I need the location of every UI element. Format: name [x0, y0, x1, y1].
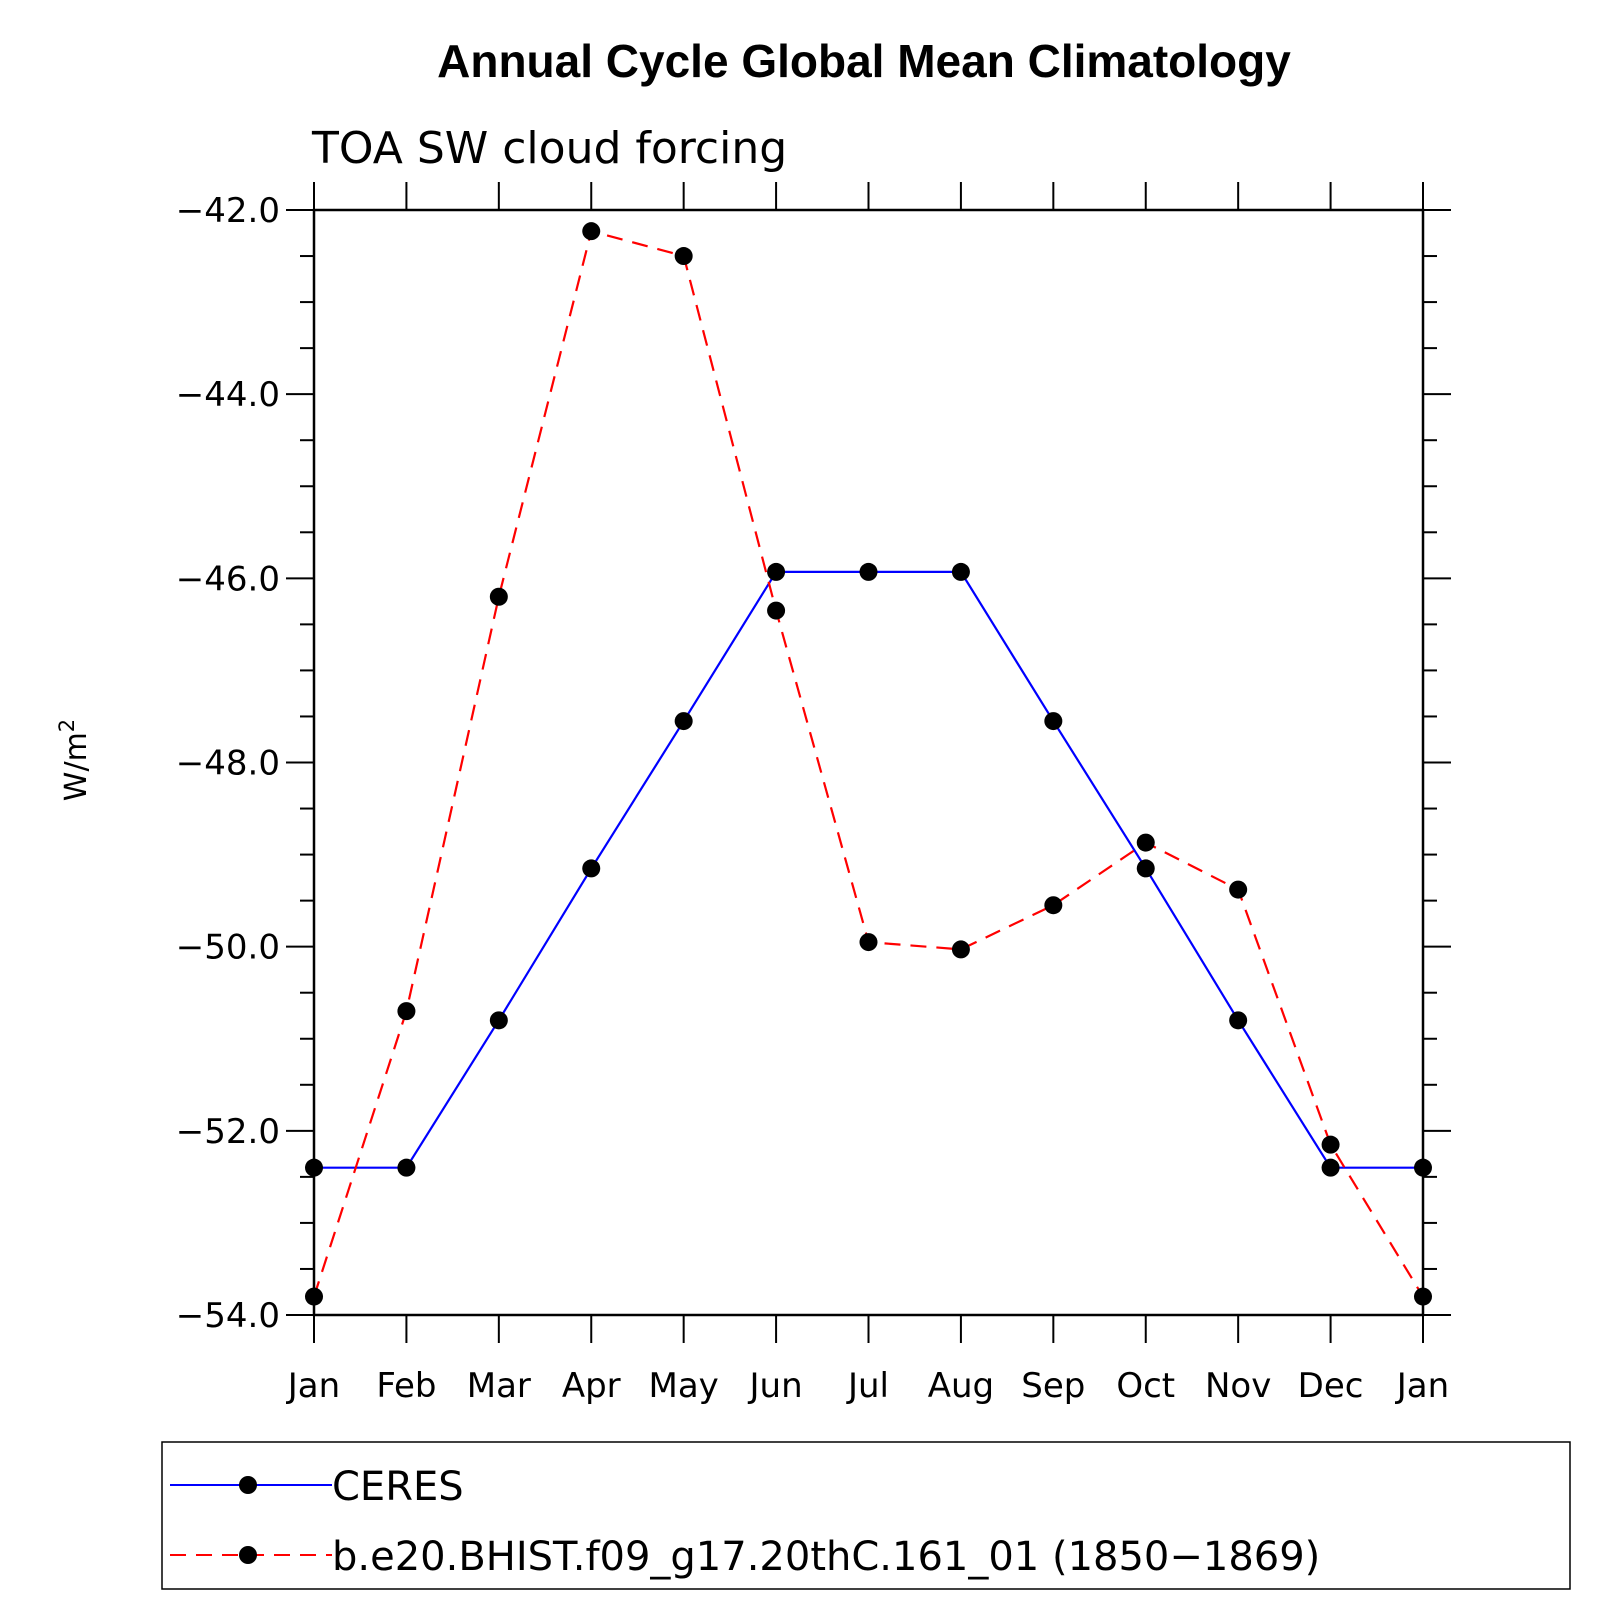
y-tick-label: −46.0 [176, 559, 280, 599]
x-tick-label: Mar [467, 1366, 531, 1406]
series-1-point [582, 222, 601, 241]
legend-box [161, 1441, 1571, 1590]
series-group [305, 222, 1432, 1306]
series-0-point [859, 562, 878, 581]
x-tick-label: Aug [928, 1366, 994, 1406]
series-0-point [1229, 1011, 1248, 1030]
series-0-point [1414, 1158, 1432, 1177]
y-tick-label: −54.0 [176, 1296, 280, 1336]
series-1-point [1136, 833, 1155, 852]
series-1-point [489, 587, 508, 606]
legend-marker-ceres [239, 1476, 257, 1494]
plot-frame [312, 208, 1425, 1317]
series-0-point [582, 859, 601, 878]
y-tick-label: −48.0 [176, 744, 280, 784]
legend-entry-ceres: CERES [170, 1464, 464, 1510]
y-tick-label: −52.0 [176, 1112, 280, 1152]
series-1-point [1414, 1287, 1432, 1306]
x-tick-label: Nov [1205, 1366, 1271, 1406]
series-1-point [674, 247, 693, 266]
x-tick-label: Apr [562, 1366, 621, 1406]
series-0-point [397, 1158, 416, 1177]
x-tick-label: Dec [1298, 1366, 1364, 1406]
series-0-point [489, 1011, 508, 1030]
y-axis-label: W/m2 [55, 719, 94, 801]
y-tick-label: −44.0 [176, 375, 280, 415]
series-1-point [951, 940, 970, 959]
x-tick-label: Jul [846, 1366, 889, 1406]
series-line-1 [312, 229, 1424, 1298]
series-line-0 [314, 570, 1423, 1169]
legend-marker-model [239, 1546, 257, 1564]
y-tick-label: −50.0 [176, 928, 280, 968]
x-tick-label: Jun [748, 1366, 803, 1406]
x-tick-label: Jan [286, 1366, 340, 1406]
chart-title: Annual Cycle Global Mean Climatology [437, 35, 1291, 87]
legend-label-ceres: CERES [332, 1464, 464, 1510]
legend-entry-model: b.e20.BHIST.f09_g17.20thC.161_01 (1850−1… [170, 1534, 1320, 1580]
series-0-point [674, 712, 693, 731]
series-0-point [767, 562, 786, 581]
y-tick-label: −42.0 [176, 191, 280, 231]
x-ticks-group: Jan Feb Mar Apr May Jun Jul Aug Sep Oct Nov Dec Jan [286, 182, 1449, 1406]
series-0-point [1136, 859, 1155, 878]
x-tick-label: Feb [376, 1366, 436, 1406]
legend-label-model: b.e20.BHIST.f09_g17.20thC.161_01 (1850−1… [332, 1534, 1320, 1580]
x-tick-label: May [649, 1366, 719, 1406]
series-0-point [1321, 1158, 1340, 1177]
y-ticks-group: −42.0 −44.0 −46.0 −48.0 −50.0 −52.0 −54.0 [176, 191, 1451, 1336]
x-tick-label: Oct [1116, 1366, 1175, 1406]
series-1-point [305, 1287, 323, 1306]
x-tick-label: Sep [1021, 1366, 1085, 1406]
series-0-point [305, 1158, 323, 1177]
series-1-point [767, 601, 786, 620]
x-tick-label: Jan [1395, 1366, 1449, 1406]
series-1-point [1321, 1135, 1340, 1154]
series-1-point [1044, 896, 1063, 915]
series-0-point [1044, 712, 1063, 731]
y-axis-label-unit: W/m [59, 732, 94, 801]
series-0-point [951, 562, 970, 581]
chart-subtitle: TOA SW cloud forcing [311, 123, 787, 174]
series-1-point [1229, 880, 1248, 899]
series-1-point [397, 1002, 416, 1021]
y-axis-label-superscript: 2 [55, 719, 79, 732]
series-1-point [859, 933, 878, 952]
